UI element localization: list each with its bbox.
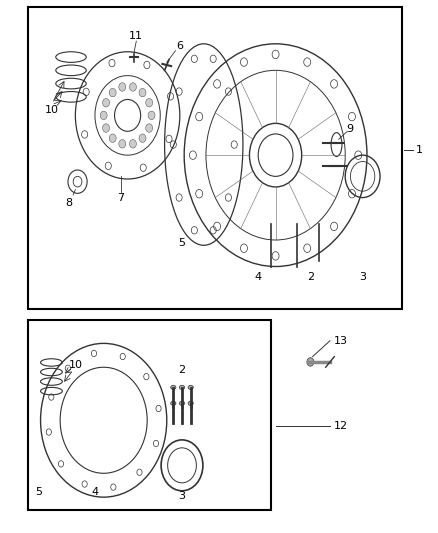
Circle shape — [146, 124, 153, 132]
Ellipse shape — [171, 385, 176, 390]
Ellipse shape — [188, 385, 193, 390]
Circle shape — [109, 134, 116, 142]
Ellipse shape — [180, 385, 185, 390]
Text: 5: 5 — [179, 238, 186, 248]
Ellipse shape — [171, 401, 176, 406]
Circle shape — [139, 88, 146, 97]
Ellipse shape — [188, 401, 193, 406]
Text: 13: 13 — [334, 336, 348, 346]
Text: 8: 8 — [65, 198, 72, 208]
Circle shape — [148, 111, 155, 119]
Circle shape — [102, 124, 110, 132]
Circle shape — [102, 99, 110, 107]
Text: 11: 11 — [129, 31, 143, 41]
Circle shape — [146, 99, 153, 107]
Text: 4: 4 — [92, 487, 99, 497]
Circle shape — [109, 88, 116, 97]
Text: 1: 1 — [416, 145, 423, 155]
Text: 2: 2 — [307, 272, 314, 282]
Circle shape — [130, 83, 136, 91]
Text: 3: 3 — [179, 490, 186, 500]
Text: 3: 3 — [359, 272, 366, 282]
Text: 10: 10 — [44, 105, 58, 115]
Text: 9: 9 — [346, 124, 353, 134]
Text: 5: 5 — [35, 487, 42, 497]
Text: 7: 7 — [117, 192, 125, 203]
Circle shape — [119, 83, 126, 91]
Text: 12: 12 — [334, 421, 348, 431]
Text: 2: 2 — [178, 365, 186, 375]
Circle shape — [139, 134, 146, 142]
Text: 6: 6 — [177, 42, 184, 52]
Circle shape — [119, 140, 126, 148]
Circle shape — [130, 140, 136, 148]
Text: 4: 4 — [254, 272, 262, 282]
Ellipse shape — [180, 401, 185, 406]
Circle shape — [307, 358, 314, 366]
Text: 10: 10 — [68, 360, 82, 369]
Circle shape — [100, 111, 107, 119]
